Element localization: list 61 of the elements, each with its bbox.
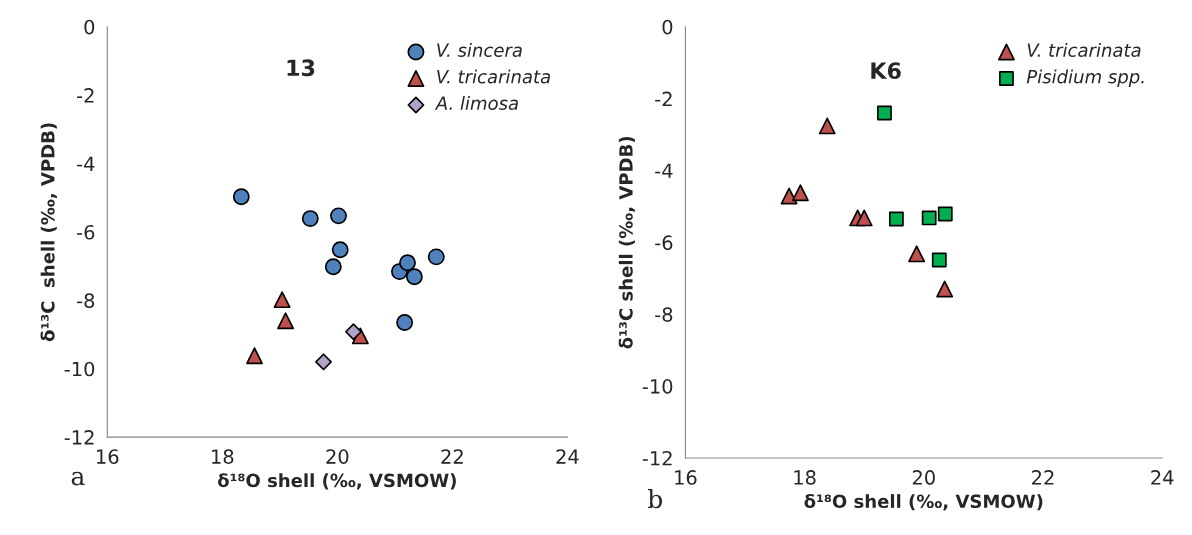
y-axis-title: δ¹³C shell (‰, VPDB) bbox=[40, 123, 57, 342]
x-tick-label: 18 bbox=[212, 449, 234, 464]
point bbox=[908, 245, 926, 263]
point bbox=[315, 353, 332, 371]
x-tick-label: 22 bbox=[1032, 470, 1054, 485]
x-tick-label: 18 bbox=[794, 470, 816, 485]
legend-label: Pisidium spp. bbox=[1026, 69, 1144, 87]
x-tick-label: 20 bbox=[912, 470, 935, 485]
legend-label: V. tricarinata bbox=[1027, 43, 1141, 57]
x-axis-title: δ¹⁸O shell (‰, VSMOW) bbox=[218, 473, 456, 490]
point bbox=[396, 314, 414, 331]
point bbox=[301, 210, 319, 228]
point bbox=[937, 206, 953, 222]
point bbox=[330, 207, 347, 225]
point bbox=[855, 209, 873, 227]
point bbox=[931, 252, 947, 268]
point bbox=[877, 105, 892, 121]
y-tick-label: -6 bbox=[77, 224, 95, 240]
y-tick-label: -6 bbox=[655, 235, 673, 251]
x-tick-label: 24 bbox=[1151, 470, 1174, 485]
point bbox=[936, 280, 954, 298]
point bbox=[232, 188, 250, 206]
point bbox=[331, 241, 349, 259]
point bbox=[791, 184, 809, 202]
point bbox=[888, 211, 904, 227]
text: b bbox=[647, 488, 662, 509]
point bbox=[921, 210, 937, 226]
y-tick-label: -12 bbox=[64, 430, 94, 445]
y-tick-label: -2 bbox=[77, 88, 94, 103]
legend-label: V. tricarinata bbox=[437, 69, 550, 84]
text: 13 bbox=[287, 59, 315, 77]
point bbox=[246, 347, 263, 365]
y-tick-label: -4 bbox=[655, 163, 673, 178]
point bbox=[273, 291, 291, 309]
y-tick-label: -10 bbox=[64, 361, 95, 377]
x-tick-label: 16 bbox=[97, 449, 119, 464]
point bbox=[277, 312, 295, 330]
x-tick-label: 24 bbox=[556, 449, 579, 464]
y-tick-label: -12 bbox=[642, 450, 672, 466]
x-tick-label: 16 bbox=[675, 470, 697, 485]
point bbox=[818, 117, 836, 135]
y-tick-label: -8 bbox=[77, 293, 95, 308]
point bbox=[427, 248, 445, 266]
x-tick-label: 20 bbox=[326, 449, 349, 464]
y-tick-label: 0 bbox=[84, 19, 95, 35]
x-tick-label: 22 bbox=[441, 449, 463, 464]
legend-label: A. limosa bbox=[434, 96, 518, 110]
point bbox=[344, 323, 362, 341]
legend-label: V. sincera bbox=[437, 43, 522, 57]
text: K6 bbox=[871, 62, 901, 80]
point bbox=[324, 258, 342, 276]
y-tick-label: -4 bbox=[77, 156, 95, 171]
y-tick-label: -2 bbox=[655, 91, 672, 107]
x-axis-title: δ¹⁸O shell (‰, VSMOW) bbox=[804, 494, 1043, 511]
y-tick-label: 0 bbox=[662, 19, 673, 35]
point bbox=[405, 268, 423, 286]
y-axis-title: δ¹³C shell (‰, VPDB) bbox=[618, 136, 636, 349]
y-tick-label: -8 bbox=[655, 307, 673, 322]
text: a bbox=[71, 471, 85, 486]
point bbox=[399, 254, 416, 272]
y-tick-label: -10 bbox=[642, 379, 673, 394]
